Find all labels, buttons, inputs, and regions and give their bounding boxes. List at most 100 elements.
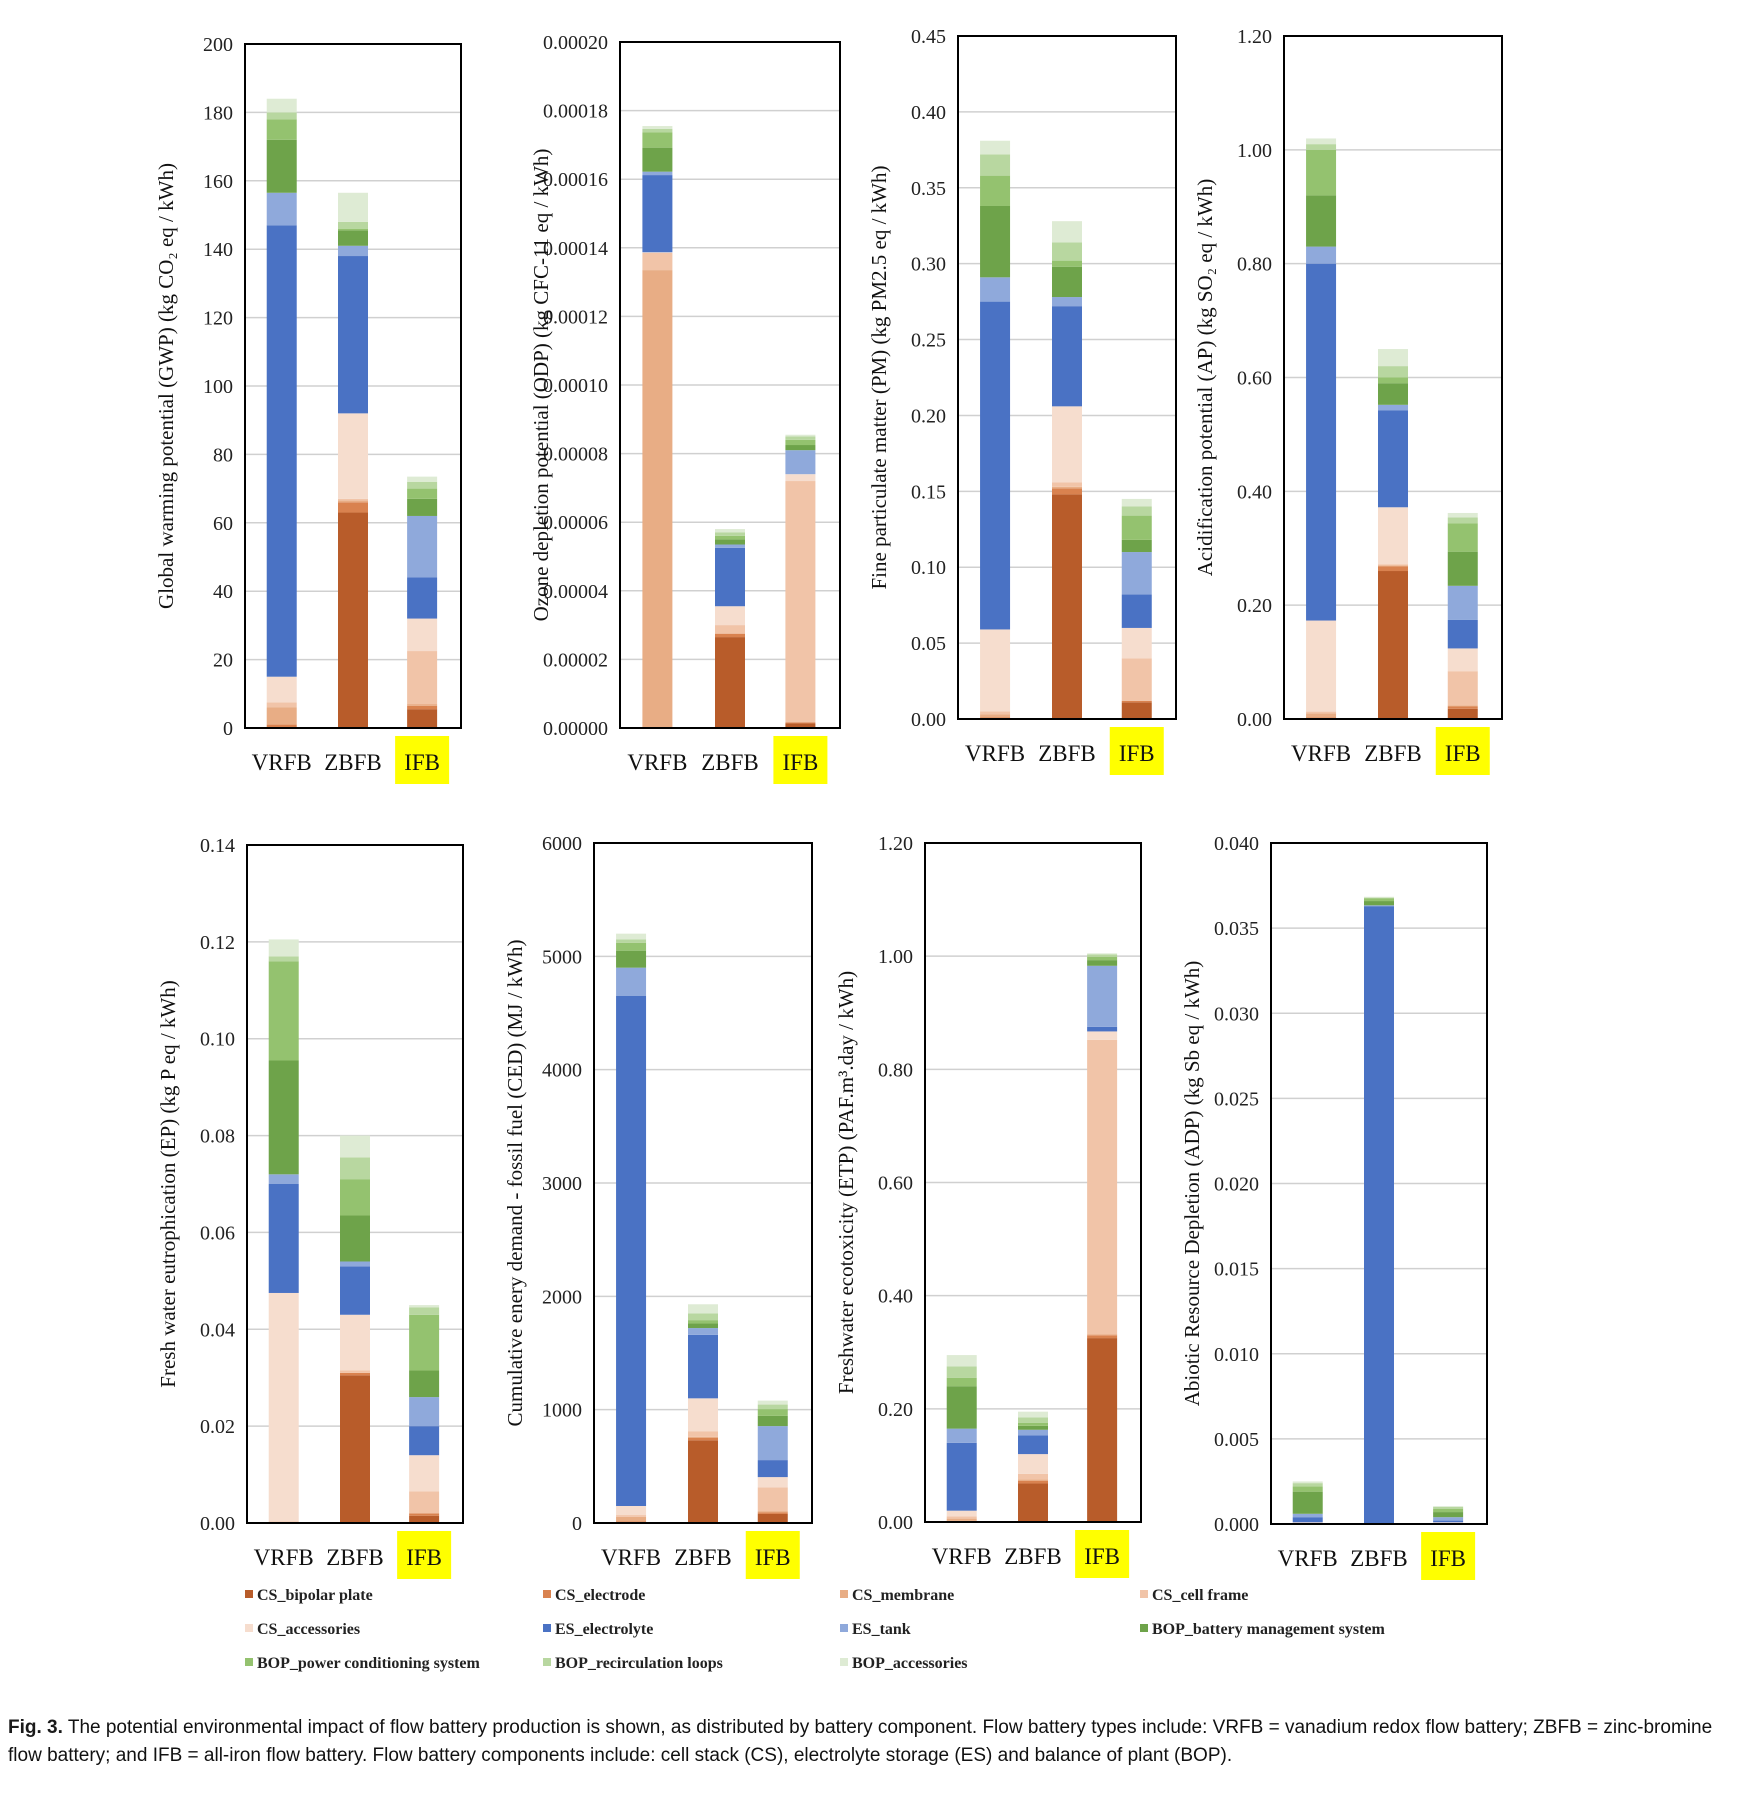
category-label: IFB xyxy=(783,750,819,775)
y-tick-label: 2000 xyxy=(542,1286,582,1308)
plot-frame xyxy=(244,43,462,729)
bar-segment-zbfb-bop-accessories xyxy=(688,1304,718,1314)
bar-segment-vrfb-cs-membrane xyxy=(616,1516,647,1522)
bar-segment-vrfb-es-tank xyxy=(980,277,1011,302)
bar-segment-vrfb-es-electrolyte xyxy=(1306,263,1337,621)
bar-segment-ifb-cs-membrane xyxy=(1087,1334,1118,1336)
legend-swatch xyxy=(1140,1590,1148,1598)
category-highlight xyxy=(1421,1532,1476,1580)
chart-panel-4: 0.00 0.20 0.40 0.60 0.80 1.00 1.20 VRFB ZBFB IFB A… xyxy=(1193,26,1503,775)
category-label: VRFB xyxy=(601,1545,661,1570)
legend-label: CS_electrode xyxy=(555,1587,645,1604)
category-label: ZBFB xyxy=(1364,741,1422,766)
bar-segment-zbfb-bop-accessories xyxy=(1364,896,1394,898)
bar-segment-ifb-cs-membrane xyxy=(757,1511,788,1513)
bar-segment-zbfb-bop-accessories xyxy=(340,1135,370,1158)
bar-segment-zbfb-cs-cell-frame xyxy=(715,625,745,634)
bar-segment-ifb-bop-accessories xyxy=(785,434,816,437)
bar-segment-zbfb-cs-cell-frame xyxy=(1378,564,1408,566)
y-tick-label: 0.20 xyxy=(1237,595,1272,617)
y-tick-label: 0.08 xyxy=(200,1126,235,1148)
bar-segment-ifb-bop-accessories xyxy=(1087,953,1118,955)
bar-segment-zbfb-cs-bipolar-plate xyxy=(715,637,745,728)
y-tick-label: 0.40 xyxy=(878,1286,913,1308)
bar-segment-ifb-cs-cell-frame xyxy=(1121,658,1152,701)
bar-segment-ifb-cs-electrode xyxy=(757,1512,788,1514)
bar-segment-ifb-cs-accessories xyxy=(785,474,816,482)
bar-segment-zbfb-bop-battery-management-system xyxy=(1378,383,1408,405)
category-highlight xyxy=(773,736,828,784)
bar-segment-vrfb-es-electrolyte xyxy=(642,175,673,253)
bar-segment-vrfb-es-electrolyte xyxy=(946,1442,977,1511)
y-tick-label: 0.12 xyxy=(200,932,235,954)
legend-swatch xyxy=(245,1624,253,1632)
category-label: VRFB xyxy=(627,750,687,775)
bar-segment-zbfb-cs-electrode xyxy=(715,633,745,638)
category-highlight xyxy=(1435,727,1490,775)
legend-item: ES_electrolyte xyxy=(543,1621,653,1638)
y-tick-label: 5000 xyxy=(542,946,582,968)
y-tick-label: 80 xyxy=(213,444,233,466)
legend-swatch xyxy=(245,1658,253,1666)
bar-segment-vrfb-es-electrolyte xyxy=(268,1184,299,1293)
bar-segment-ifb-cs-bipolar-plate xyxy=(785,723,816,728)
bar-segment-zbfb-cs-membrane xyxy=(1018,1479,1048,1481)
bar-segment-zbfb-cs-cell-frame xyxy=(1018,1473,1048,1480)
legend-label: ES_electrolyte xyxy=(555,1621,653,1638)
y-tick-label: 0.015 xyxy=(1214,1259,1259,1281)
bar-segment-zbfb-es-tank xyxy=(715,544,745,548)
category-label: ZBFB xyxy=(1004,1544,1062,1569)
y-tick-label: 6000 xyxy=(542,833,582,855)
y-tick-label: 0.00020 xyxy=(543,32,608,54)
category-label: IFB xyxy=(755,1545,791,1570)
bar-segment-ifb-es-tank xyxy=(1447,585,1478,620)
y-axis-label: Global warming potential (GWP) (kg CO₂ e… xyxy=(154,163,178,609)
bar-segment-vrfb-cs-accessories xyxy=(946,1510,977,1517)
category-label: IFB xyxy=(1119,741,1155,766)
bar-segment-vrfb-cs-accessories xyxy=(616,1506,647,1516)
bar-segment-ifb-bop-recirculation-loops xyxy=(1433,1506,1464,1509)
legend-swatch xyxy=(543,1590,551,1598)
bar-segment-ifb-bop-recirculation-loops xyxy=(1121,506,1152,516)
bar-segment-ifb-bop-battery-management-system xyxy=(407,498,438,516)
bar-segment-vrfb-es-tank xyxy=(266,192,297,226)
bar-segment-ifb-bop-battery-management-system xyxy=(409,1370,440,1398)
bar-segment-ifb-bop-accessories xyxy=(1121,498,1152,507)
bar-segment-ifb-bop-accessories xyxy=(409,1305,440,1308)
bar-segment-vrfb-es-tank xyxy=(1292,1513,1323,1518)
y-tick-label: 100 xyxy=(203,376,233,398)
category-label: VRFB xyxy=(1278,1546,1338,1571)
y-tick-label: 0.25 xyxy=(911,330,946,352)
bar-segment-ifb-bop-accessories xyxy=(757,1400,788,1405)
figure-caption: Fig. 3. The potential environmental impa… xyxy=(8,1714,1738,1770)
bar-segment-zbfb-cs-membrane xyxy=(338,500,368,503)
plot-frame xyxy=(924,842,1142,1523)
bar-segment-ifb-bop-battery-management-system xyxy=(1433,1512,1464,1518)
bar-segment-vrfb-bop-power-conditioning-system xyxy=(980,175,1011,206)
bar-segment-vrfb-cs-accessories xyxy=(642,252,673,253)
y-tick-label: 0.00006 xyxy=(543,512,608,534)
bar-segment-ifb-bop-battery-management-system xyxy=(785,445,816,451)
bar-segment-ifb-es-electrolyte xyxy=(1121,594,1152,628)
bar-segment-ifb-es-tank xyxy=(1087,965,1118,1027)
chart-panel-7: 0.00 0.20 0.40 0.60 0.80 1.00 1.20 VRFB ZBFB IFB F… xyxy=(834,833,1142,1578)
legend-item: CS_electrode xyxy=(543,1587,645,1604)
bar-segment-zbfb-cs-accessories xyxy=(1052,406,1082,483)
bar-segment-zbfb-es-tank xyxy=(338,245,368,257)
category-label: IFB xyxy=(1084,1544,1120,1569)
bar-segment-vrfb-es-electrolyte xyxy=(616,996,647,1506)
bar-segment-ifb-bop-battery-management-system xyxy=(1447,551,1478,586)
bar-segment-zbfb-bop-battery-management-system xyxy=(340,1215,370,1262)
bar-segment-zbfb-es-electrolyte xyxy=(715,547,745,607)
bar-segment-ifb-cs-cell-frame xyxy=(407,651,438,705)
y-tick-label: 40 xyxy=(213,581,233,603)
chart-panel-3: 0.00 0.05 0.10 0.15 0.20 0.25 0.30 0.35 0.40 0.45… xyxy=(867,26,1177,775)
bar-segment-ifb-bop-accessories xyxy=(1447,512,1478,518)
y-tick-label: 0.035 xyxy=(1214,918,1259,940)
y-tick-label: 60 xyxy=(213,513,233,535)
bar-segment-ifb-cs-bipolar-plate xyxy=(1087,1338,1118,1522)
y-axis-label: Acidification potential (AP) (kg SO₂ eq … xyxy=(1193,179,1217,576)
bar-segment-vrfb-cs-membrane xyxy=(946,1518,977,1521)
bar-segment-vrfb-bop-recirculation-loops xyxy=(946,1366,977,1378)
bar-segment-zbfb-bop-accessories xyxy=(338,192,368,222)
